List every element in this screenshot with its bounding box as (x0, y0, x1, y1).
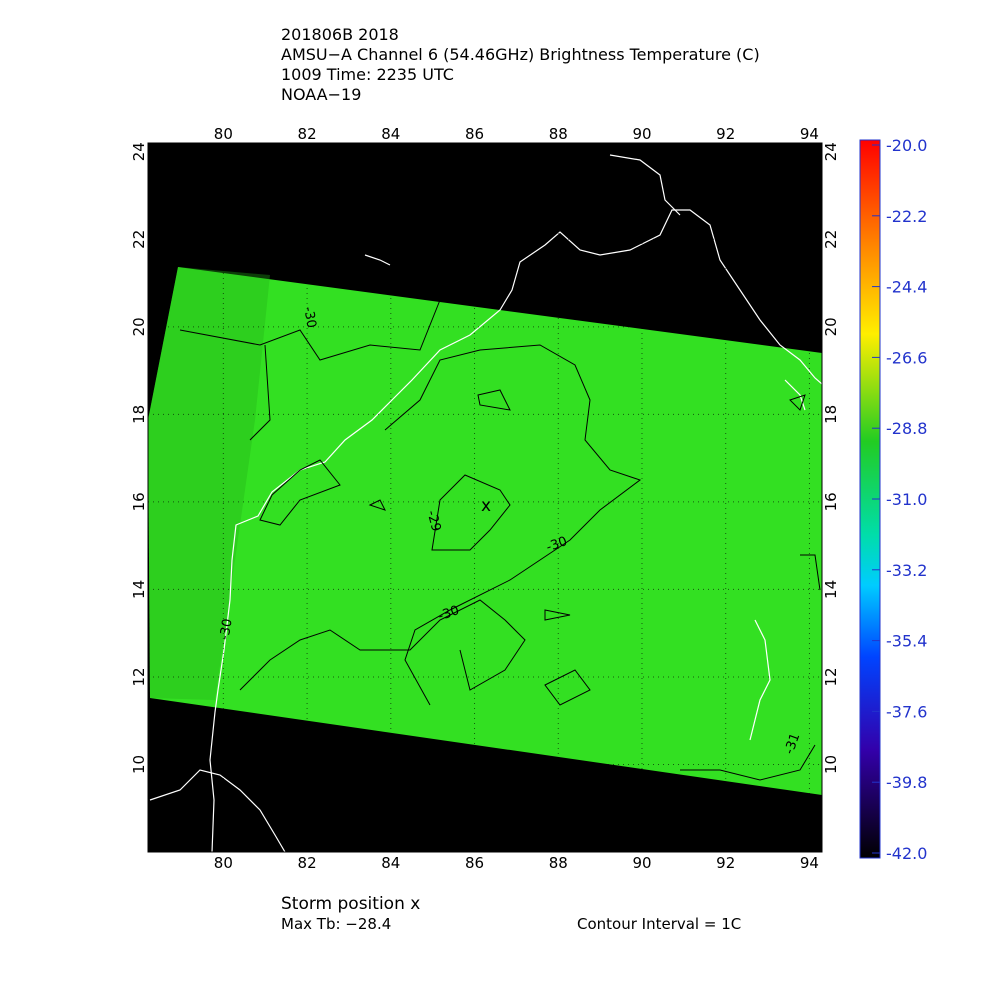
contour-label: -29 (423, 509, 443, 533)
y-tick-label: 24 (822, 142, 840, 161)
y-tick-label: 20 (822, 317, 840, 336)
x-tick-label: 80 (214, 854, 233, 872)
x-tick-label: 90 (632, 854, 651, 872)
axis-labels: 80 80 82 82 84 84 86 86 88 88 90 90 92 92 94 94 10 10 12 12… (130, 125, 840, 872)
storm-position: Storm position x (281, 894, 420, 914)
header-line: 201806B 2018 (281, 25, 399, 44)
colorbar-tick-label: -26.6 (886, 348, 927, 367)
contours (179, 299, 821, 781)
y-tick-label: 12 (130, 667, 148, 686)
colorbar-tick-label: -28.8 (886, 419, 927, 438)
x-tick-label: 88 (549, 854, 568, 872)
colorbar-tick-label: -24.4 (886, 278, 927, 297)
storm-marker: x (481, 496, 491, 516)
y-tick-label: 14 (822, 580, 840, 599)
y-tick-label: 10 (130, 755, 148, 774)
swath-edge (148, 267, 270, 700)
x-tick-label: 86 (465, 854, 484, 872)
x-tick-label: 84 (381, 125, 400, 143)
y-tick-label: 18 (130, 405, 148, 424)
y-tick-label: 24 (130, 142, 148, 161)
x-tick-label: 92 (716, 854, 735, 872)
contour-labels: -30 -29 -30 -30 -31 -30 (217, 306, 803, 757)
contour-label: -31 (782, 731, 803, 756)
x-tick-label: 90 (632, 125, 651, 143)
colorbar-tick-label: -35.4 (886, 632, 927, 651)
grid (148, 143, 822, 852)
contour-interval: Contour Interval = 1C (577, 915, 741, 933)
x-tick-label: 82 (298, 854, 317, 872)
y-tick-label: 22 (130, 230, 148, 249)
x-tick-label: 94 (800, 854, 819, 872)
colorbar-tick-label: -42.0 (886, 844, 927, 863)
colorbar-tick-label: -20.0 (886, 136, 927, 155)
x-tick-label: 88 (549, 125, 568, 143)
colorbar-tick-label: -22.2 (886, 207, 927, 226)
y-tick-label: 14 (130, 580, 148, 599)
x-tick-label: 94 (800, 125, 819, 143)
y-tick-label: 16 (822, 492, 840, 511)
contour-label: -30 (217, 618, 235, 642)
y-tick-label: 22 (822, 230, 840, 249)
header: 201806B 2018 AMSU−A Channel 6 (54.46GHz)… (281, 25, 760, 104)
x-tick-label: 92 (716, 125, 735, 143)
colorbar-tick-label: -33.2 (886, 561, 927, 580)
y-tick-label: 12 (822, 667, 840, 686)
swath (148, 267, 822, 795)
contour-label: -30 (436, 603, 461, 624)
colorbar-tick-label: -31.0 (886, 490, 927, 509)
y-tick-label: 10 (822, 755, 840, 774)
colorbar-ticks: -20.0 -22.2 -24.4 -26.6 -28.8 -31.0 -33.2 -35.4… (872, 136, 927, 863)
y-tick-label: 20 (130, 317, 148, 336)
footer: Storm position x Max Tb: −28.4 Contour I… (281, 894, 741, 933)
y-tick-label: 18 (822, 405, 840, 424)
x-tick-label: 84 (381, 854, 400, 872)
map-frame (147, 142, 823, 853)
y-tick-label: 16 (130, 492, 148, 511)
header-line: AMSU−A Channel 6 (54.46GHz) Brightness T… (281, 45, 760, 64)
contour-label: -30 (544, 534, 569, 555)
contour-label: -30 (300, 306, 318, 330)
map: -30 -29 -30 -30 -31 -30 x (148, 143, 822, 852)
x-tick-label: 82 (298, 125, 317, 143)
colorbar-tick-label: -39.8 (886, 773, 927, 792)
max-tb: Max Tb: −28.4 (281, 915, 391, 933)
x-tick-label: 80 (214, 125, 233, 143)
colorbar-tick-label: -37.6 (886, 702, 927, 721)
header-line: 1009 Time: 2235 UTC (281, 65, 454, 84)
x-tick-label: 86 (465, 125, 484, 143)
coastline (149, 154, 822, 852)
header-line: NOAA−19 (281, 85, 361, 104)
